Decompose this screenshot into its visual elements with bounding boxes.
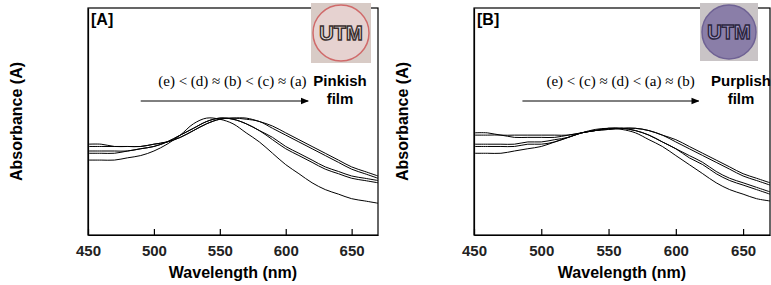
inset-film: [313, 5, 369, 61]
x-tick: 650: [340, 229, 365, 259]
x-tick: 500: [142, 229, 167, 259]
spectrum-line: [88, 118, 378, 183]
x-tick-label: 600: [274, 242, 299, 259]
y-axis-title: Absorbance (A): [8, 62, 25, 181]
y-axis: [88, 9, 89, 236]
x-tick-label: 650: [340, 242, 365, 259]
x-tick-mark: [608, 229, 609, 235]
x-tick-label: 450: [76, 242, 101, 259]
panel-label: [B]: [477, 11, 499, 28]
x-axis: 450 500 550 600 650: [76, 229, 379, 259]
panel: 450 500 550 600 650 Wavelength (nm) Absorbance…: [8, 3, 379, 281]
arrow: [522, 101, 698, 102]
x-tick-label: 550: [597, 242, 622, 259]
film-note-line: film: [728, 90, 755, 107]
x-tick: 500: [529, 229, 554, 259]
arrow: [141, 101, 308, 102]
film-inset: UTM: [700, 3, 758, 61]
x-tick: 600: [274, 229, 299, 259]
plot-frame: [88, 8, 378, 235]
panel: 450 500 550 600 650 Wavelength (nm) Absorbance…: [394, 3, 771, 281]
film-inset: UTM: [311, 3, 371, 63]
spectrum-line: [88, 118, 378, 178]
y-axis-line: [474, 9, 475, 236]
x-tick: 550: [208, 229, 233, 259]
x-tick-mark: [676, 229, 677, 235]
figure: 450 500 550 600 650 Wavelength (nm) Absorbance…: [0, 0, 771, 285]
x-tick: 600: [664, 229, 689, 259]
film-note: Purplishfilm: [711, 72, 771, 107]
x-tick-mark: [220, 229, 221, 235]
x-tick-mark: [541, 229, 542, 235]
plot-frame: [474, 8, 770, 235]
x-tick-label: 650: [731, 242, 756, 259]
x-tick-label: 500: [529, 242, 554, 259]
curves: [474, 128, 770, 201]
x-tick-mark: [154, 229, 155, 235]
inset-background: [700, 3, 758, 61]
x-tick-mark: [743, 229, 744, 235]
film-note-line: Pinkish: [313, 72, 366, 89]
x-axis-title: Wavelength (nm): [558, 264, 686, 281]
film-note-line: film: [327, 90, 354, 107]
x-tick-mark: [352, 229, 353, 235]
spectrum-line: [474, 128, 770, 194]
inset-background: [311, 3, 371, 63]
spectrum-line: [88, 118, 378, 203]
x-axis-title: Wavelength (nm): [169, 264, 297, 281]
x-tick: 550: [597, 229, 622, 259]
inset-text: UTM: [707, 21, 750, 43]
x-tick: 650: [731, 229, 756, 259]
x-axis-line: [89, 235, 379, 236]
x-tick-label: 500: [142, 242, 167, 259]
y-axis-line: [88, 9, 89, 236]
x-tick-label: 600: [664, 242, 689, 259]
film-note: Pinkishfilm: [313, 72, 366, 107]
film-note-line: Purplish: [711, 72, 771, 89]
x-tick-label: 550: [208, 242, 233, 259]
x-tick-label: 450: [462, 242, 487, 259]
curves: [88, 118, 378, 203]
spectrum-line: [474, 128, 770, 192]
x-axis: 450 500 550 600 650: [462, 229, 771, 259]
inset-film: [702, 5, 756, 59]
spectrum-line: [474, 128, 770, 201]
panel-label: [A]: [91, 11, 113, 28]
x-tick-mark: [286, 229, 287, 235]
inset-text: UTM: [319, 22, 362, 44]
x-axis-line: [475, 235, 771, 236]
spectrum-line: [474, 128, 770, 183]
y-axis-title: Absorbance (A): [394, 62, 411, 181]
annotation: (e) < (d) ≈ (b) < (c) ≈ (a): [158, 73, 306, 90]
annotation: (e) < (c) ≈ (d) < (a) ≈ (b): [546, 73, 694, 90]
spectrum-line: [88, 118, 378, 181]
y-axis: [474, 9, 475, 236]
